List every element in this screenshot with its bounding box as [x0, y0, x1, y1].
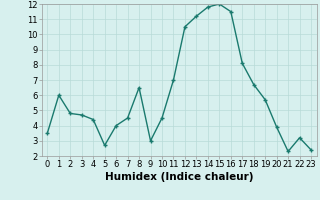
X-axis label: Humidex (Indice chaleur): Humidex (Indice chaleur)	[105, 172, 253, 182]
